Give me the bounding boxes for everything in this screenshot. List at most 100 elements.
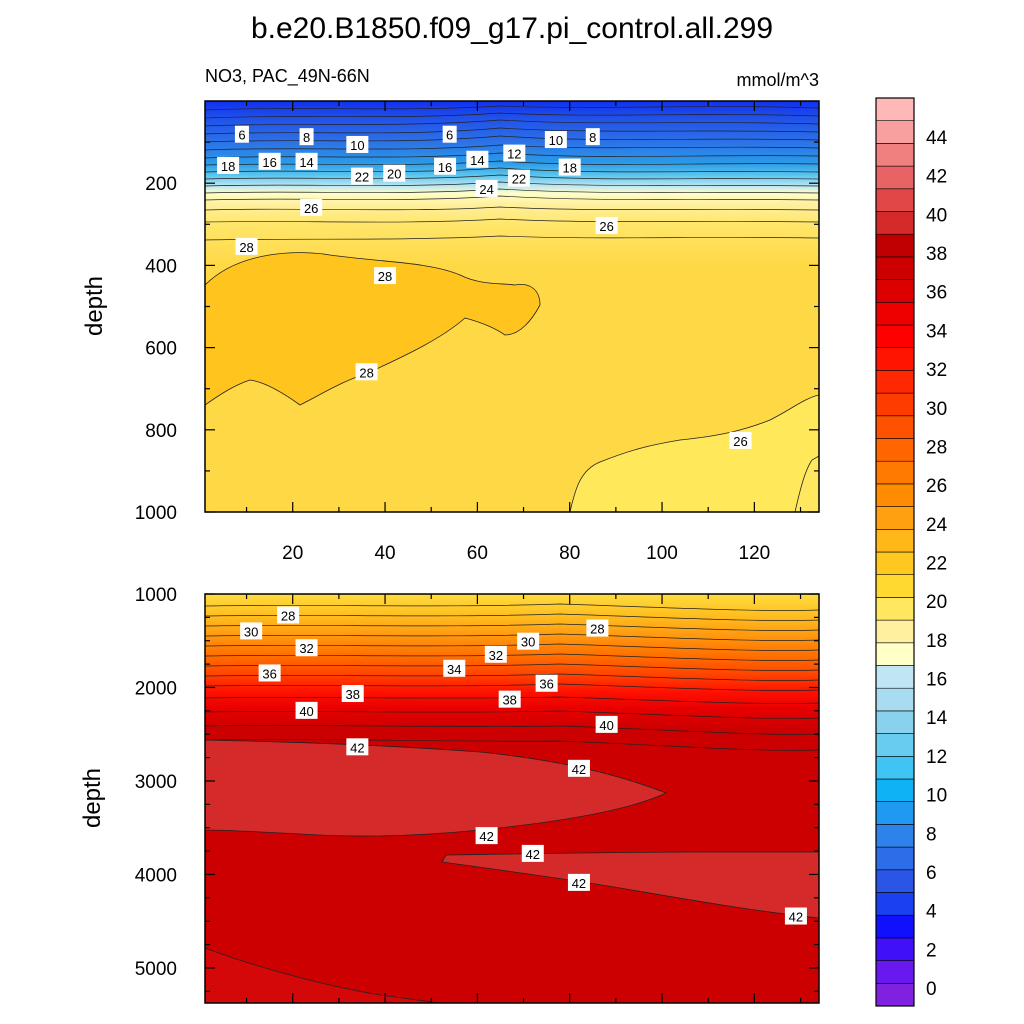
- colorbar-swatch: [875, 551, 915, 576]
- colorbar-swatch: [875, 483, 915, 507]
- colorbar-swatch: [875, 347, 915, 371]
- colorbar-tick-label: 22: [926, 554, 947, 575]
- colorbar-swatch: [875, 619, 915, 644]
- y-tick-label: 5000: [135, 959, 177, 980]
- contour-label-box: [258, 152, 281, 170]
- contour-label: 42: [567, 759, 590, 777]
- contour-label: 40: [295, 701, 318, 719]
- y-tick-label: 200: [145, 174, 177, 195]
- contour-label-text: 28: [590, 622, 604, 637]
- y-tick-label: 600: [145, 339, 177, 360]
- colorbar-tick-label: 42: [926, 167, 947, 188]
- contour-label-box: [443, 659, 466, 677]
- y-tick-label: 3000: [135, 772, 177, 793]
- lower-zone-42-44b: [441, 851, 819, 919]
- contour-label: 28: [235, 237, 258, 255]
- units-label: mmol/m^3: [737, 70, 819, 90]
- contour-label-text: 24: [479, 182, 493, 197]
- lower-zone-42-44: [205, 739, 668, 837]
- contour-label-text: 42: [789, 910, 803, 925]
- contour-label-box: [442, 125, 457, 143]
- contour-label-box: [295, 701, 318, 719]
- colorbar-tick-label: 0: [926, 979, 937, 1000]
- variable-label: NO3, PAC_49N-66N: [205, 66, 370, 87]
- contour-label-text: 18: [562, 161, 576, 176]
- y-tick-label: 2000: [135, 678, 177, 699]
- contour-label-text: 28: [281, 609, 295, 624]
- contour-label-box: [586, 619, 609, 637]
- contour-label: 6: [442, 125, 457, 143]
- contour-label: 14: [466, 150, 489, 168]
- colorbar-swatch: [875, 687, 915, 712]
- contour-label-text: 36: [539, 677, 553, 692]
- contour-label: 42: [521, 844, 544, 862]
- colorbar-swatch: [875, 960, 915, 984]
- colorbar-swatch: [875, 937, 915, 961]
- contour-label-box: [595, 216, 618, 234]
- contour-label-text: 16: [438, 160, 452, 175]
- colorbar-swatch: [875, 120, 915, 144]
- contour-label: 42: [475, 827, 498, 845]
- contour-label: 26: [300, 198, 323, 216]
- y-tick-label: 1000: [135, 503, 177, 524]
- contour-label-box: [341, 685, 364, 703]
- colorbar-tick-label: 24: [926, 515, 948, 536]
- y-tick-label: 400: [145, 256, 177, 277]
- x-tick-label: 120: [739, 543, 771, 564]
- contour-label-box: [234, 125, 249, 143]
- contour-label-box: [535, 674, 558, 692]
- colorbar-swatch: [875, 801, 915, 825]
- x-tick-label: 20: [282, 543, 303, 564]
- contour-label-text: 40: [299, 704, 313, 719]
- contour-label-text: 32: [489, 648, 503, 663]
- colorbar-swatch: [875, 710, 915, 734]
- contour-label-box: [383, 164, 406, 182]
- colorbar-swatch: [875, 892, 915, 916]
- contour-label: 10: [544, 131, 567, 149]
- contour-label-text: 30: [244, 624, 258, 639]
- contour-label-text: 42: [350, 740, 364, 755]
- contour-label: 36: [258, 664, 281, 682]
- upper-contour-labels: 6 8 10 6 10 8 18 16 14 22 20 16 14 12 18 24 22 26 26 28 28 28…: [217, 125, 752, 449]
- contour-label: 14: [295, 152, 318, 170]
- contour-label-box: [498, 690, 521, 708]
- colorbar-tick-label: 38: [926, 244, 947, 265]
- contour-label: 30: [240, 622, 263, 640]
- contour-label: 22: [507, 169, 530, 187]
- contour-label-box: [277, 606, 300, 624]
- contour-label-text: 10: [549, 133, 563, 148]
- contour-label-text: 40: [599, 718, 613, 733]
- contour-label-text: 22: [512, 172, 526, 187]
- upper-zone-24b: [794, 455, 819, 512]
- contour-label-box: [346, 135, 369, 153]
- contour-label-box: [729, 431, 752, 449]
- contour-label: 30: [517, 632, 540, 650]
- colorbar-swatch: [875, 256, 915, 280]
- upper-y-axis-label: depth: [81, 276, 108, 336]
- contour-label: 32: [484, 645, 507, 663]
- colorbar-tick-label: 44: [926, 128, 948, 149]
- contour-label-box: [567, 873, 590, 891]
- colorbar-tick-label: 36: [926, 283, 947, 304]
- contour-label-box: [295, 639, 318, 657]
- contour-label-box: [484, 645, 507, 663]
- contour-label: 36: [535, 674, 558, 692]
- contour-label-box: [784, 907, 807, 925]
- contour-label-box: [355, 363, 378, 381]
- contour-label: 6: [234, 125, 249, 143]
- lower-panel: depth: [79, 593, 820, 1004]
- colorbar-swatch: [875, 846, 915, 871]
- contour-label: 28: [374, 267, 397, 285]
- colorbar-swatch: [875, 869, 915, 893]
- contour-label-text: 6: [238, 128, 245, 143]
- contour-label: 12: [503, 144, 526, 162]
- contour-label-box: [567, 759, 590, 777]
- colorbar-swatch: [875, 279, 915, 303]
- contour-label-text: 28: [359, 365, 373, 380]
- contour-label-text: 26: [599, 219, 613, 234]
- colorbar-swatch: [875, 597, 915, 621]
- colorbar-swatch: [875, 914, 915, 939]
- colorbar-swatch: [875, 324, 915, 349]
- upper-zone-28: [205, 252, 541, 406]
- contour-label-text: 30: [521, 635, 535, 650]
